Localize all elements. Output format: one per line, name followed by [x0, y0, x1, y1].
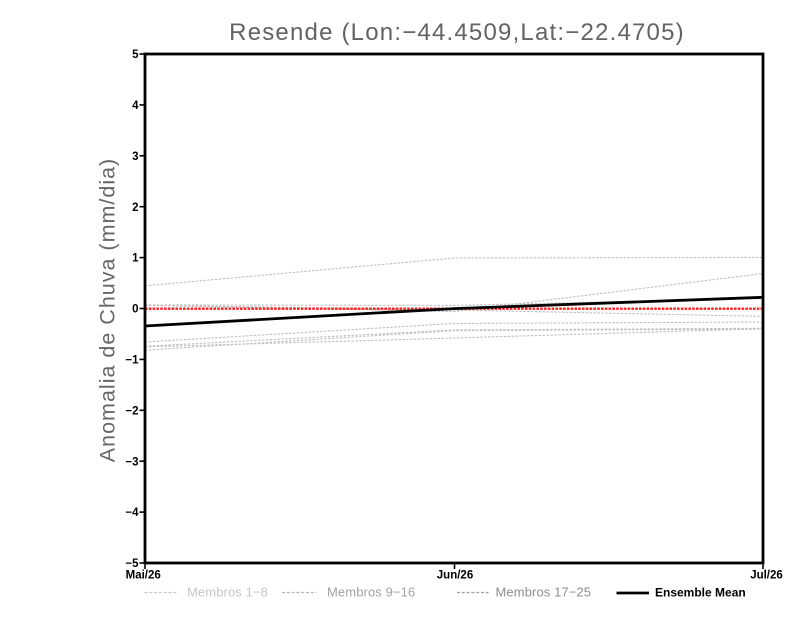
svg-text:Mai/26: Mai/26 [126, 570, 161, 582]
svg-text:4: 4 [132, 100, 139, 112]
svg-text:Membros 17−25: Membros 17−25 [496, 585, 592, 600]
svg-text:Membros 9−16: Membros 9−16 [327, 585, 415, 600]
svg-text:−3: −3 [125, 456, 138, 468]
svg-text:Ensemble Mean: Ensemble Mean [655, 586, 746, 600]
svg-text:3: 3 [132, 151, 138, 163]
svg-text:Jul/26: Jul/26 [750, 570, 783, 582]
svg-text:1: 1 [132, 253, 139, 265]
svg-text:−4: −4 [125, 507, 139, 519]
svg-text:0: 0 [132, 304, 138, 316]
svg-text:−5: −5 [125, 558, 139, 570]
svg-text:−1: −1 [125, 355, 139, 367]
svg-text:Resende (Lon:−44.4509,Lat:−22.: Resende (Lon:−44.4509,Lat:−22.4705) [229, 19, 685, 46]
svg-text:Membros 1−8: Membros 1−8 [187, 585, 268, 600]
svg-text:Jun/26: Jun/26 [437, 570, 473, 582]
svg-text:5: 5 [132, 49, 139, 61]
svg-text:Anomalia de Chuva (mm/dia): Anomalia de Chuva (mm/dia) [96, 158, 120, 462]
svg-text:−2: −2 [125, 405, 138, 417]
svg-text:2: 2 [132, 202, 138, 214]
